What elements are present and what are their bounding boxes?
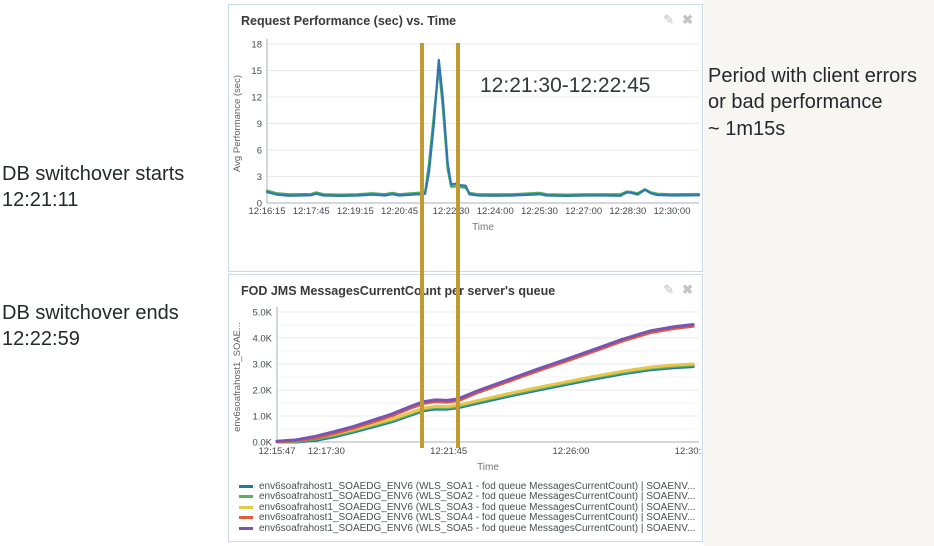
legend-item-wls-soa3: env6soafrahost1_SOAEDG_ENV6 (WLS_SOA3 - …: [237, 502, 697, 513]
annotation-db-switchover-start: DB switchover starts 12:21:11: [2, 161, 184, 214]
annotation-line: Period with client errors: [708, 65, 917, 87]
highlight-line-start: [420, 43, 424, 448]
svg-text:12:25:30: 12:25:30: [521, 206, 558, 217]
svg-text:12:17:30: 12:17:30: [308, 446, 345, 457]
svg-text:12:26:00: 12:26:00: [552, 446, 589, 457]
legend-color-chip: [239, 495, 253, 499]
svg-text:4.0K: 4.0K: [252, 334, 272, 345]
panel-title: Request Performance (sec) vs. Time: [241, 14, 457, 28]
legend-item-wls-soa4: env6soafrahost1_SOAEDG_ENV6 (WLS_SOA4 - …: [237, 512, 697, 524]
svg-text:12:21:45: 12:21:45: [430, 446, 467, 457]
request-performance-chart: 0 3 6 9 12 15 18 12:16:15 12:17:45 12:19:15 12:20:…: [232, 39, 701, 233]
close-icon[interactable]: ✖: [682, 282, 693, 297]
svg-text:Time: Time: [472, 222, 494, 233]
close-icon[interactable]: ✖: [682, 12, 693, 27]
right-background: [704, 0, 934, 546]
legend-color-chip: [239, 484, 253, 488]
svg-text:12:28:30: 12:28:30: [609, 206, 646, 217]
panel-request-performance: Request Performance (sec) vs. Time ✎ ✖ 0 3…: [228, 4, 703, 272]
legend-color-chip: [239, 526, 253, 530]
legend-item-wls-soa2: env6soafrahost1_SOAEDG_ENV6 (WLS_SOA2 - …: [237, 491, 697, 503]
svg-text:5.0K: 5.0K: [252, 308, 272, 319]
legend-item-wls-soa1: env6soafrahost1_SOAEDG_ENV6 (WLS_SOA1 - …: [237, 481, 697, 492]
annotation-db-switchover-end: DB switchover ends 12:22:59: [2, 300, 179, 353]
legend-label: env6soafrahost1_SOAEDG_ENV6 (WLS_SOA3 - …: [259, 502, 696, 513]
legend-label: env6soafrahost1_SOAEDG_ENV6 (WLS_SOA2 - …: [259, 491, 696, 503]
chart-legend: env6soafrahost1_SOAEDG_ENV6 (WLS_SOA1 - …: [237, 481, 697, 534]
svg-text:0.0K: 0.0K: [252, 438, 272, 449]
legend-color-chip: [239, 516, 253, 520]
legend-label: env6soafrahost1_SOAEDG_ENV6 (WLS_SOA4 - …: [259, 512, 696, 524]
svg-text:12:19:15: 12:19:15: [337, 206, 374, 217]
svg-text:12:20:45: 12:20:45: [381, 206, 418, 217]
highlight-line-end: [456, 43, 460, 448]
svg-text:0: 0: [257, 199, 262, 210]
svg-text:Avg Performance (sec): Avg Performance (sec): [232, 75, 243, 172]
svg-text:env6soafrahost1_SOAE...: env6soafrahost1_SOAE...: [232, 322, 243, 432]
jms-queue-chart: 0.0K 1.0K 2.0K 3.0K 4.0K 5.0K 12:15:47 12:17:30…: [232, 307, 702, 473]
annotation-line: or bad performance: [708, 91, 883, 114]
annotation-line: 12:22:59: [2, 328, 80, 351]
svg-text:9: 9: [257, 119, 262, 130]
annotation-line: DB switchover starts: [2, 163, 185, 185]
annotation-time-range: 12:21:30-12:22:45: [480, 74, 651, 97]
svg-text:1.0K: 1.0K: [252, 412, 272, 423]
svg-text:3.0K: 3.0K: [252, 360, 272, 371]
svg-text:2.0K: 2.0K: [252, 386, 272, 397]
edit-pencil-icon[interactable]: ✎: [663, 12, 675, 27]
svg-text:3: 3: [257, 172, 262, 183]
svg-text:12:27:00: 12:27:00: [565, 206, 602, 217]
legend-label: env6soafrahost1_SOAEDG_ENV6 (WLS_SOA1 - …: [259, 481, 696, 492]
svg-text:12:24:00: 12:24:00: [477, 206, 514, 217]
svg-text:12: 12: [251, 93, 262, 104]
annotation-line: DB switchover ends: [2, 302, 179, 324]
svg-text:18: 18: [251, 40, 262, 51]
panel-jms-queue: FOD JMS MessagesCurrentCount per server'…: [228, 274, 703, 542]
svg-text:12:16:15: 12:16:15: [249, 206, 286, 217]
svg-text:12:30:00: 12:30:00: [654, 206, 691, 217]
edit-pencil-icon[interactable]: ✎: [663, 282, 675, 297]
svg-text:Time: Time: [477, 462, 499, 473]
legend-color-chip: [239, 505, 253, 509]
annotation-line: 12:21:11: [2, 189, 79, 212]
svg-text:12:17:45: 12:17:45: [293, 206, 330, 217]
svg-text:12:30:15: 12:30:15: [675, 446, 702, 457]
annotation-line: ~ 1m15s: [708, 117, 786, 140]
svg-text:12:22:30: 12:22:30: [433, 206, 470, 217]
svg-text:6: 6: [257, 146, 262, 157]
svg-text:15: 15: [251, 66, 262, 77]
legend-item-wls-soa5: env6soafrahost1_SOAEDG_ENV6 (WLS_SOA5 - …: [237, 523, 697, 534]
annotation-error-period: Period with client errors or bad perform…: [708, 63, 934, 142]
svg-text:12:15:47: 12:15:47: [259, 446, 296, 457]
panel-title: FOD JMS MessagesCurrentCount per server'…: [241, 284, 556, 298]
legend-label: env6soafrahost1_SOAEDG_ENV6 (WLS_SOA5 - …: [259, 523, 696, 534]
